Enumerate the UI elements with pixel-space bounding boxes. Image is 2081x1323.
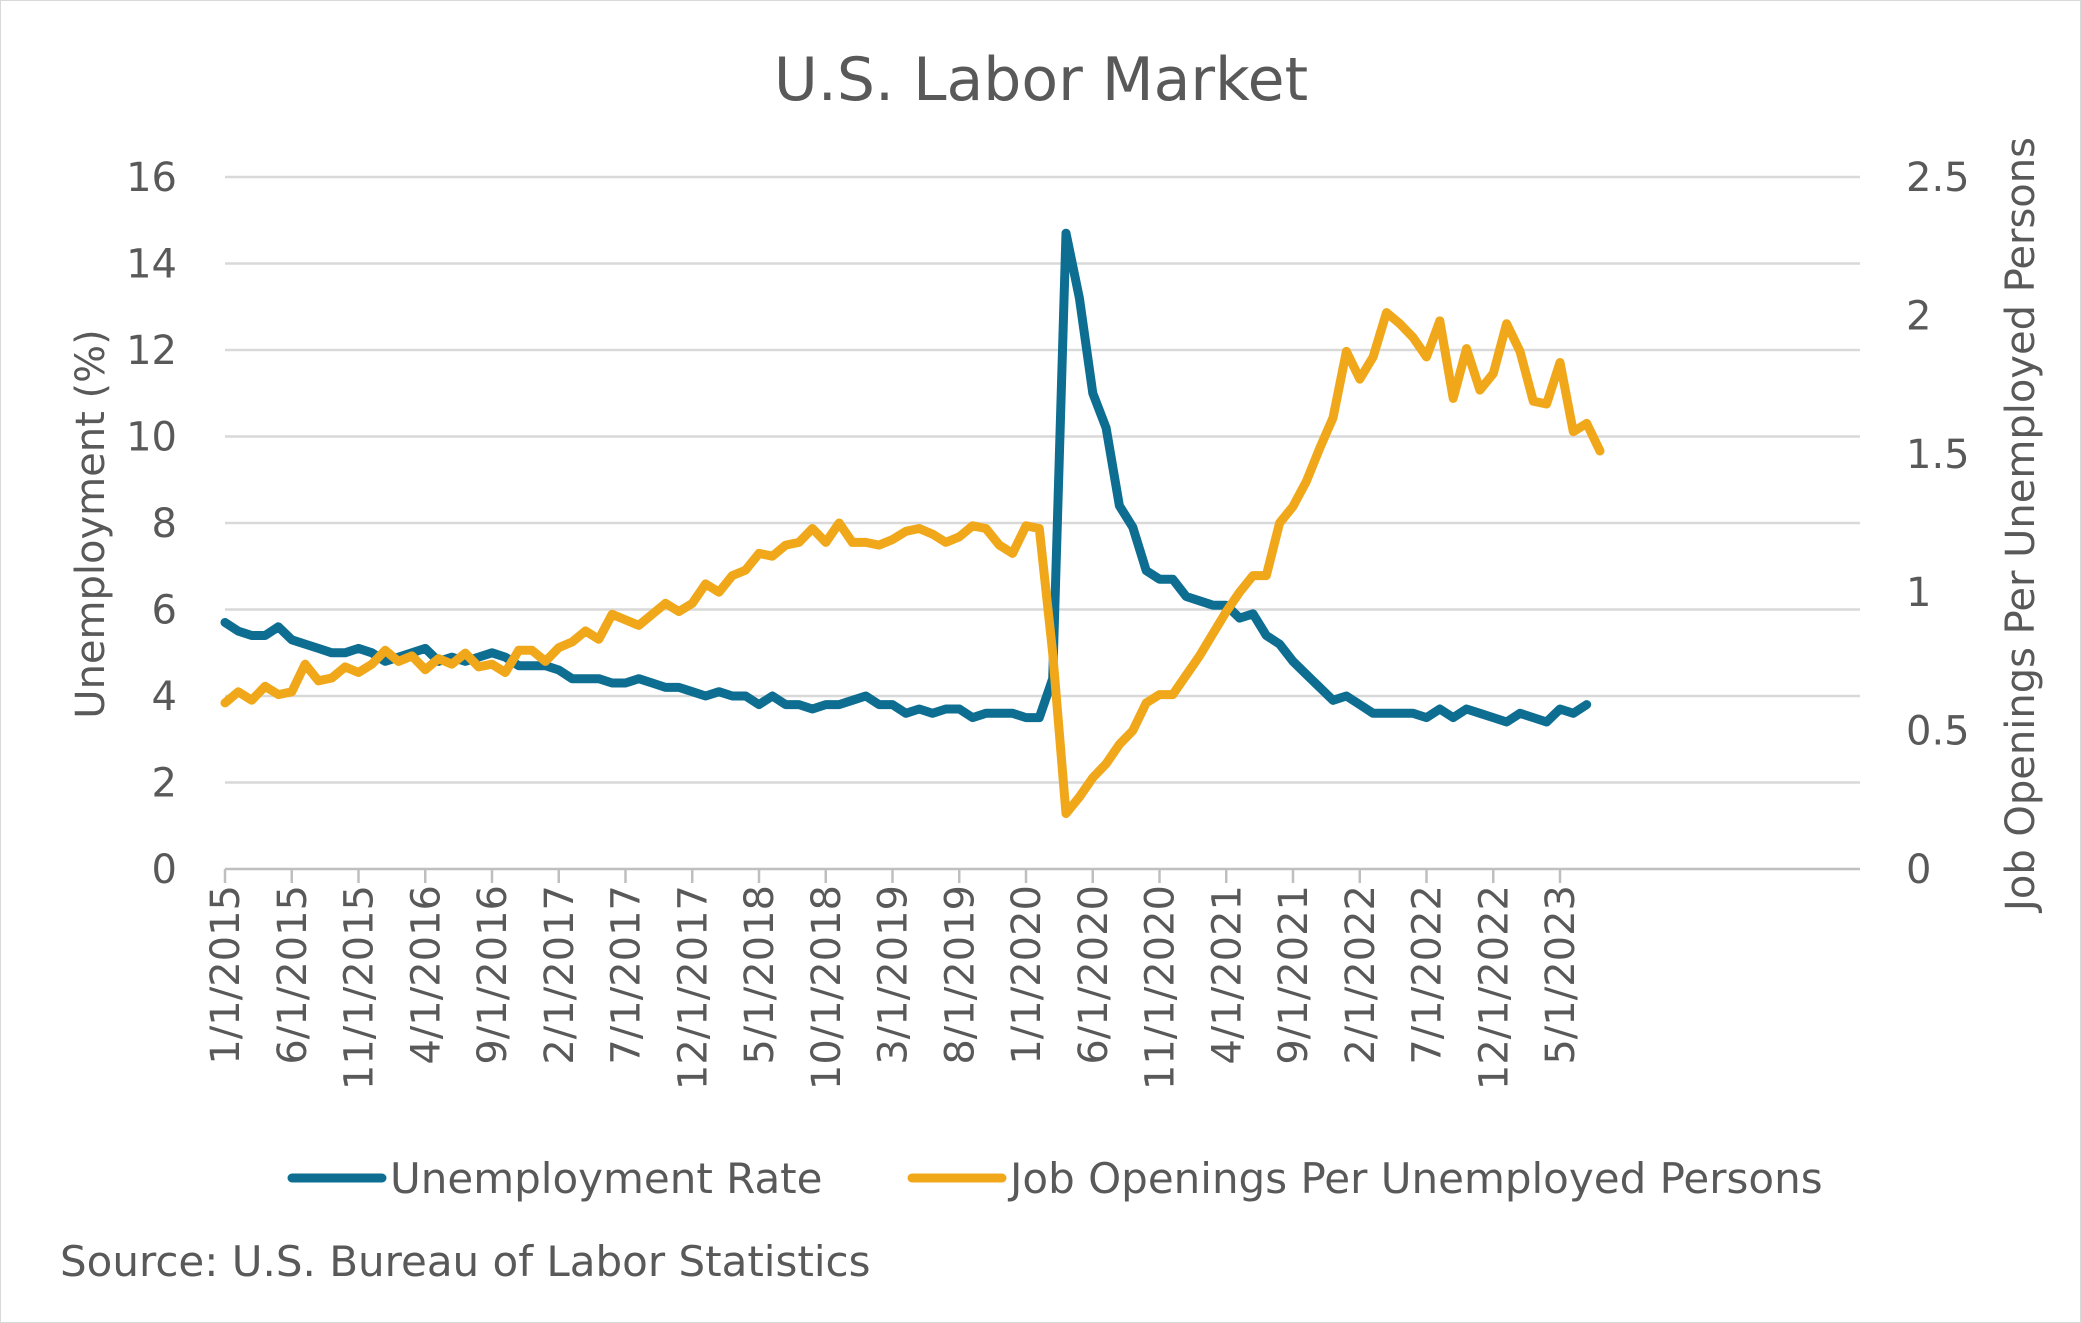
job-openings-line xyxy=(220,308,1605,819)
x-tick-label: 4/1/2021 xyxy=(1204,885,1250,1065)
y-axis-title: Unemployment (%) xyxy=(68,329,114,718)
gridlines xyxy=(225,175,1860,784)
right-axis-ticks: 0 0.5 1 1.5 2 2.5 xyxy=(1906,155,1970,893)
x-tick-label: 12/1/2022 xyxy=(1471,885,1517,1090)
x-tick-label: 2/1/2022 xyxy=(1338,885,1384,1065)
x-tick-label: 6/1/2015 xyxy=(270,885,316,1065)
legend: Unemployment Rate Job Openings Per Unemp… xyxy=(287,1154,1823,1203)
chart-title: U.S. Labor Market xyxy=(774,45,1308,115)
x-tick-label: 12/1/2017 xyxy=(670,885,716,1090)
x-tick-label: 7/1/2022 xyxy=(1405,885,1451,1065)
source-note: Source: U.S. Bureau of Labor Statistics xyxy=(60,1237,870,1286)
x-axis: 1/1/2015 6/1/2015 11/1/2015 4/1/2016 9/1/201… xyxy=(203,867,1860,1090)
x-tick-label: 8/1/2019 xyxy=(937,885,983,1065)
legend-label-job-openings: Job Openings Per Unemployed Persons xyxy=(1007,1154,1823,1203)
x-tick-label: 10/1/2018 xyxy=(804,885,850,1090)
x-tick-label: 1/1/2015 xyxy=(203,885,249,1065)
y2-tick-label: 2.5 xyxy=(1906,155,1970,201)
y2-tick-label: 2 xyxy=(1906,293,1931,339)
x-tick-label: 2/1/2017 xyxy=(537,885,583,1065)
y-tick-label: 12 xyxy=(126,328,177,374)
y-tick-label: 0 xyxy=(152,847,177,893)
x-tick-label: 1/1/2020 xyxy=(1004,885,1050,1065)
x-tick-label: 7/1/2017 xyxy=(604,885,650,1065)
y2-tick-label: 1.5 xyxy=(1906,432,1970,478)
series-lines xyxy=(220,228,1605,819)
x-tick-label: 9/1/2016 xyxy=(470,885,516,1065)
y-tick-label: 4 xyxy=(152,674,177,720)
x-tick-label: 4/1/2016 xyxy=(403,885,449,1065)
y2-axis-title: Job Openings Per Unemployed Persons xyxy=(1998,137,2044,914)
y-tick-label: 16 xyxy=(126,155,177,201)
x-tick-label: 11/1/2020 xyxy=(1138,885,1184,1090)
y-tick-label: 6 xyxy=(152,588,177,634)
x-tick-label: 3/1/2019 xyxy=(871,885,917,1065)
legend-label-unemployment-rate: Unemployment Rate xyxy=(390,1154,823,1203)
y2-tick-label: 0.5 xyxy=(1906,709,1970,755)
y2-tick-label: 1 xyxy=(1906,570,1931,616)
y-tick-label: 2 xyxy=(152,761,177,807)
x-tick-label: 5/1/2018 xyxy=(737,885,783,1065)
x-tick-label: 9/1/2021 xyxy=(1271,885,1317,1065)
y-tick-label: 8 xyxy=(152,501,177,547)
y2-tick-label: 0 xyxy=(1906,847,1931,893)
y-tick-label: 10 xyxy=(126,415,177,461)
left-axis-ticks: 0 2 4 6 8 10 12 14 16 xyxy=(126,155,177,893)
unemployment-rate-line xyxy=(220,228,1592,727)
x-tick-label: 5/1/2023 xyxy=(1538,885,1584,1065)
x-tick-label: 6/1/2020 xyxy=(1071,885,1117,1065)
x-tick-label: 11/1/2015 xyxy=(337,885,383,1090)
y-tick-label: 14 xyxy=(126,242,177,288)
